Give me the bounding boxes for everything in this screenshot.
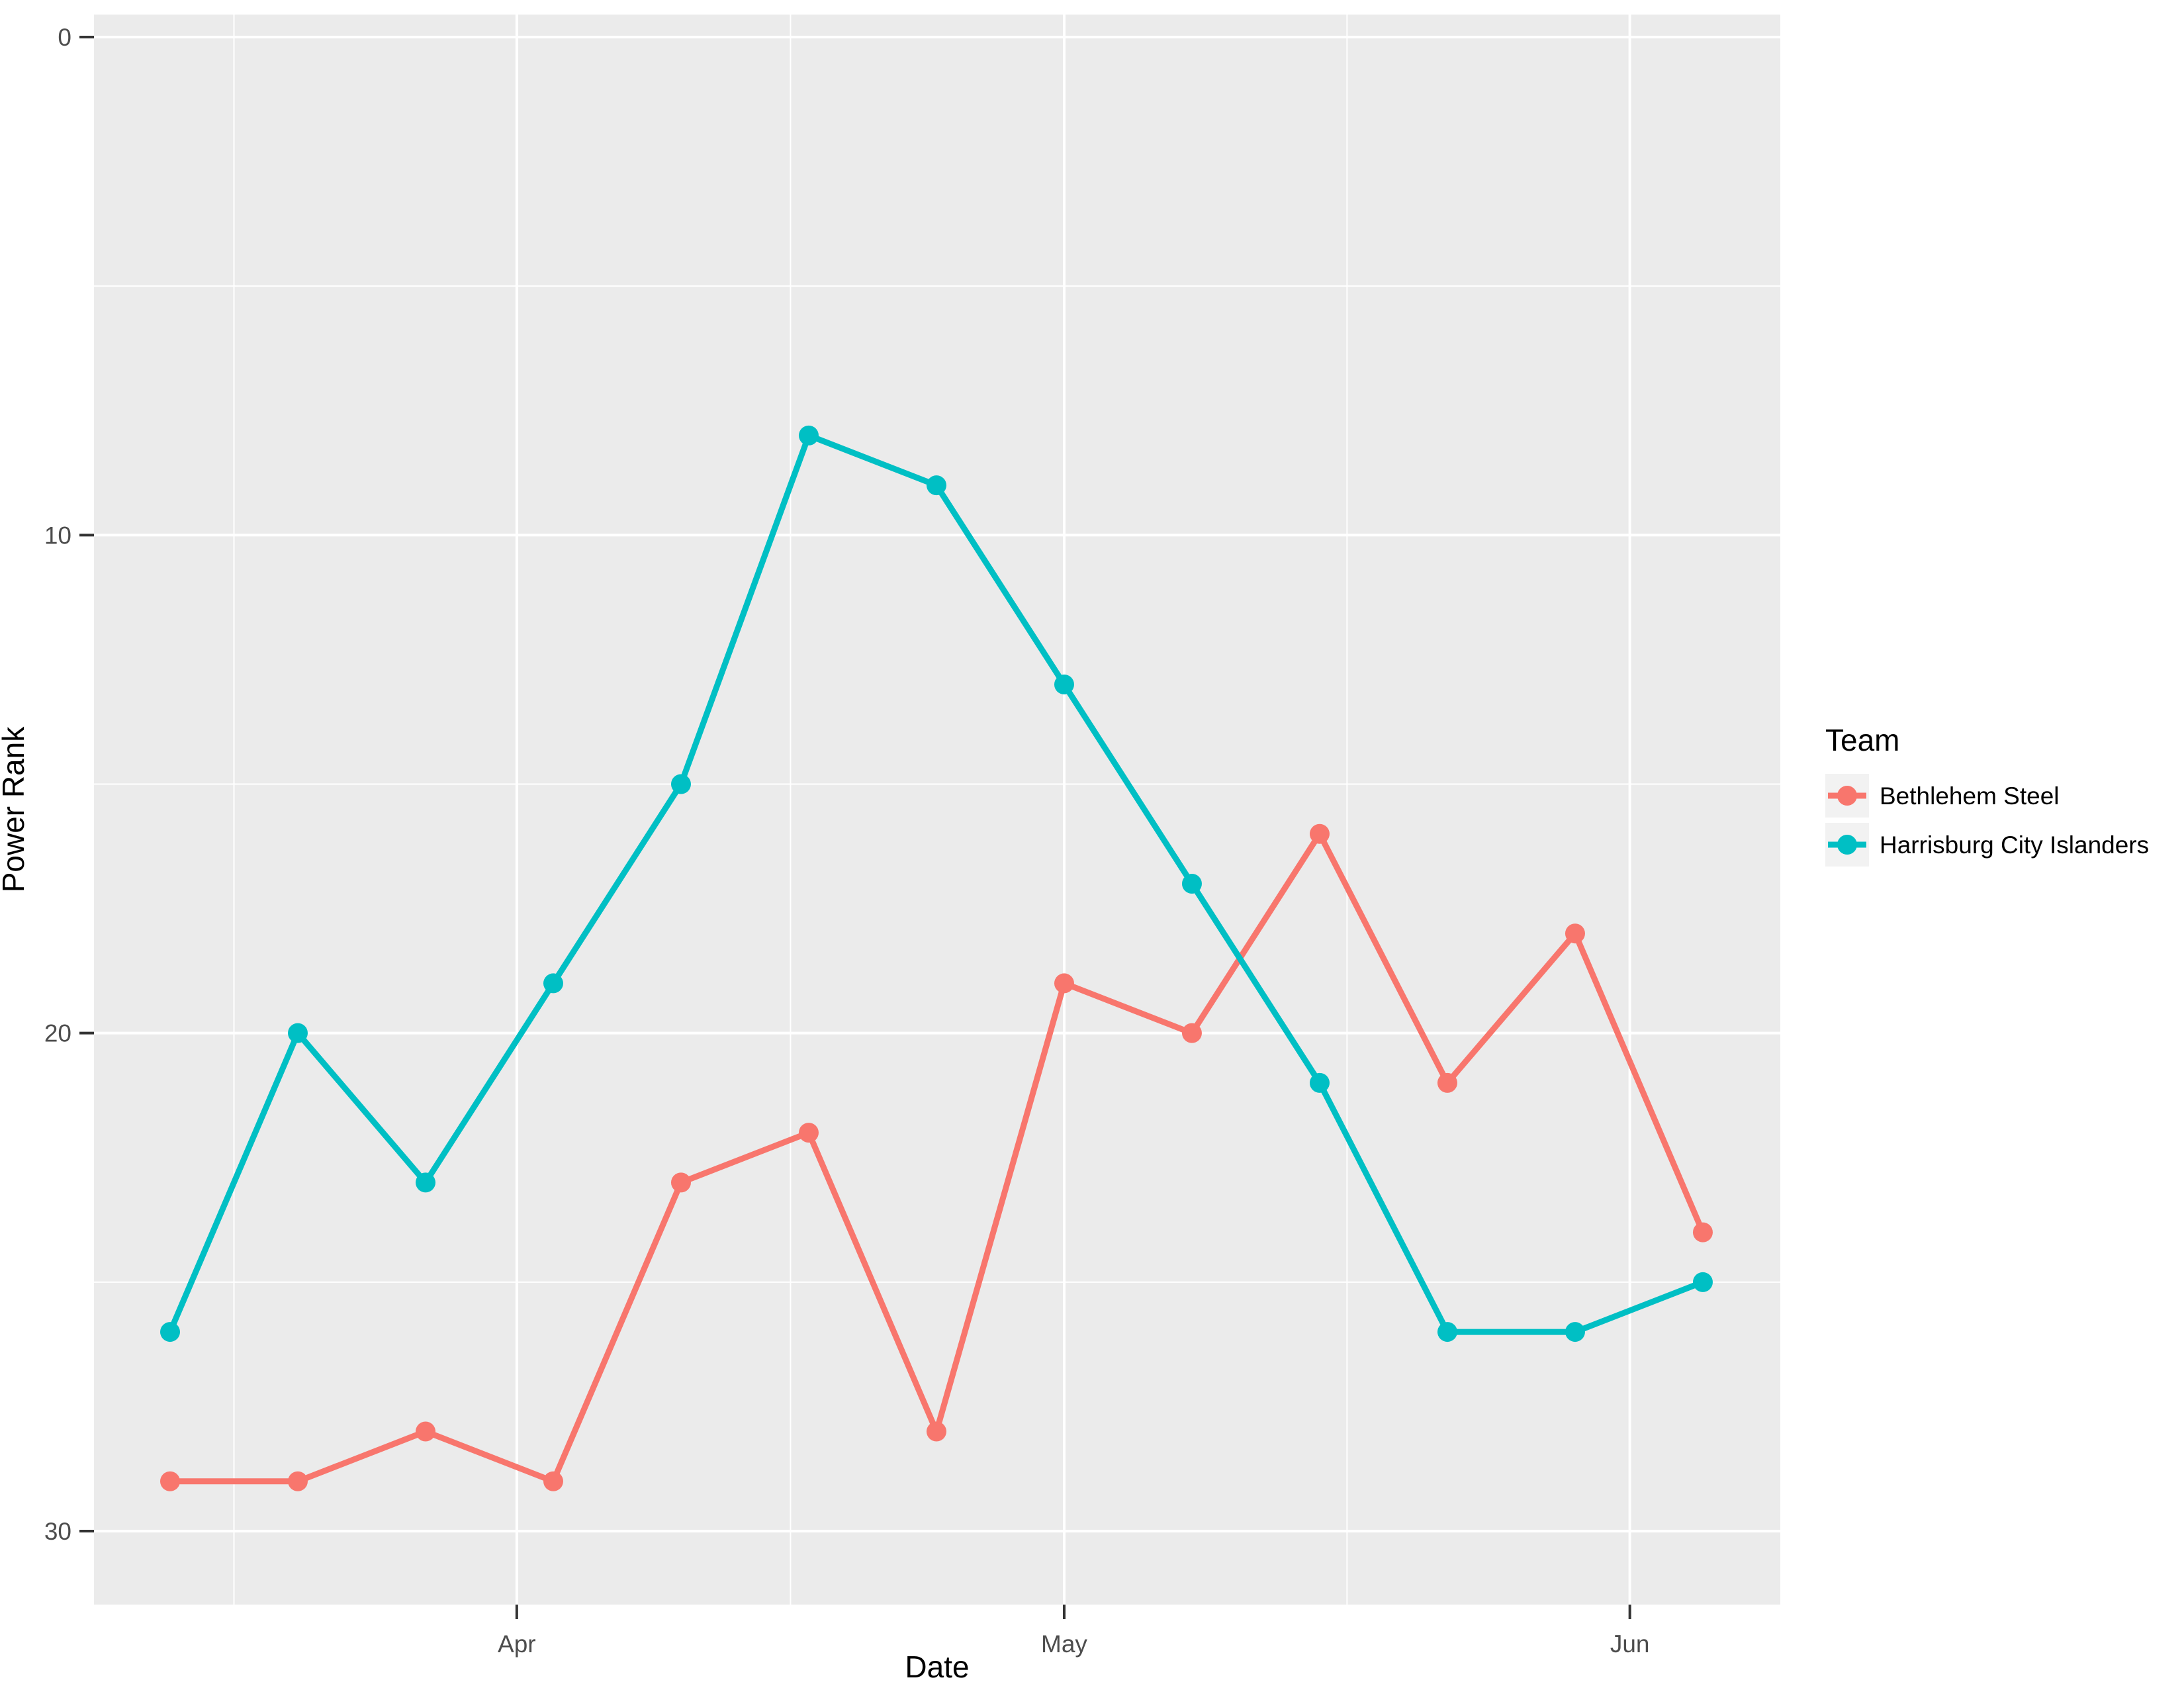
x-axis-title: Date bbox=[905, 1650, 970, 1684]
data-point-bethlehem-steel bbox=[1054, 973, 1074, 994]
data-point-harrisburg-city-islanders bbox=[287, 1023, 308, 1043]
x-tick-label: Apr bbox=[498, 1630, 536, 1658]
y-tick-label: 30 bbox=[44, 1518, 71, 1545]
data-point-harrisburg-city-islanders bbox=[1437, 1322, 1457, 1342]
y-tick-label: 0 bbox=[58, 24, 71, 51]
legend-key-swatch-bethlehem-steel bbox=[1825, 774, 1869, 818]
data-point-harrisburg-city-islanders bbox=[670, 774, 691, 794]
legend-key-line-dot-icon bbox=[1825, 823, 1869, 867]
data-point-bethlehem-steel bbox=[1181, 1023, 1202, 1043]
data-point-bethlehem-steel bbox=[543, 1471, 563, 1491]
data-point-bethlehem-steel bbox=[926, 1421, 946, 1442]
y-axis-title: Power Rank bbox=[0, 726, 30, 893]
data-point-bethlehem-steel bbox=[1309, 823, 1330, 844]
x-tick-label: May bbox=[1041, 1630, 1087, 1658]
data-point-bethlehem-steel bbox=[287, 1471, 308, 1491]
data-point-harrisburg-city-islanders bbox=[1309, 1072, 1330, 1093]
data-point-harrisburg-city-islanders bbox=[926, 475, 946, 496]
legend-label-bethlehem-steel: Bethlehem Steel bbox=[1880, 782, 2060, 810]
data-point-bethlehem-steel bbox=[160, 1471, 180, 1491]
data-point-bethlehem-steel bbox=[798, 1123, 819, 1143]
legend-title: Team bbox=[1825, 723, 1900, 757]
legend: Team Bethlehem Steel Harrisburg City Isl… bbox=[1825, 725, 2149, 872]
legend-label-harrisburg-city-islanders: Harrisburg City Islanders bbox=[1880, 831, 2150, 859]
data-point-harrisburg-city-islanders bbox=[1054, 675, 1074, 695]
legend-item-bethlehem-steel: Bethlehem Steel bbox=[1825, 774, 2149, 818]
data-point-bethlehem-steel bbox=[415, 1421, 435, 1442]
legend-key-swatch-harrisburg-city-islanders bbox=[1825, 823, 1869, 867]
x-tick-label: Jun bbox=[1610, 1630, 1650, 1658]
legend-item-harrisburg-city-islanders: Harrisburg City Islanders bbox=[1825, 823, 2149, 867]
data-point-harrisburg-city-islanders bbox=[415, 1172, 435, 1193]
plot-panel bbox=[94, 15, 1780, 1605]
y-tick-label: 20 bbox=[44, 1020, 71, 1047]
data-point-harrisburg-city-islanders bbox=[1181, 873, 1202, 894]
data-point-bethlehem-steel bbox=[1692, 1222, 1713, 1243]
data-point-bethlehem-steel bbox=[1565, 923, 1585, 944]
data-point-harrisburg-city-islanders bbox=[1565, 1322, 1585, 1342]
y-tick-label: 10 bbox=[44, 522, 71, 549]
data-point-bethlehem-steel bbox=[1437, 1072, 1457, 1093]
data-point-bethlehem-steel bbox=[670, 1172, 691, 1193]
data-point-harrisburg-city-islanders bbox=[160, 1322, 180, 1342]
data-point-harrisburg-city-islanders bbox=[798, 425, 819, 445]
data-point-harrisburg-city-islanders bbox=[543, 973, 563, 994]
data-point-harrisburg-city-islanders bbox=[1692, 1272, 1713, 1292]
legend-key-line-dot-icon bbox=[1825, 774, 1869, 818]
